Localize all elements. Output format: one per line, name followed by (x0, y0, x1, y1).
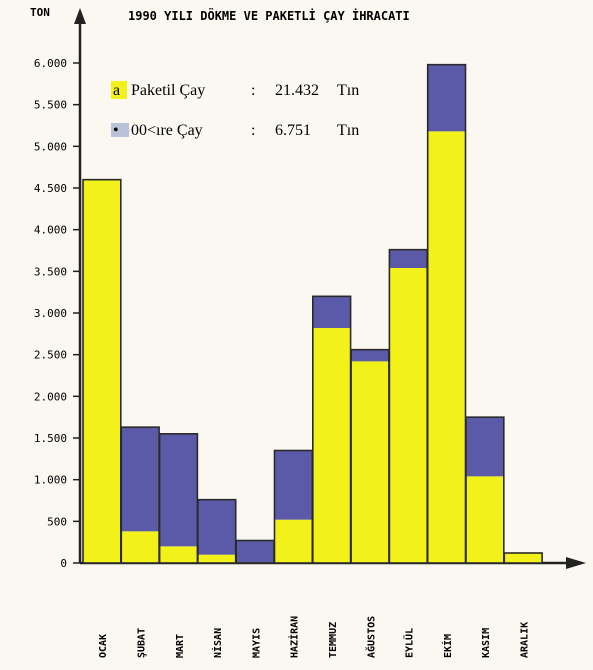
y-ticks: 0 500 1.000 1.500 2.000 2.500 3.000 3.500 4.000 4… (34, 57, 80, 570)
legend-label: 00<ıre Çay (131, 122, 203, 139)
bar-outline (158, 433, 199, 564)
x-category-label: HAZİRAN (287, 616, 301, 658)
bar-segment-paketli (83, 179, 121, 563)
y-tick-label: 0 (60, 557, 67, 570)
y-tick-label: 3.000 (34, 307, 67, 320)
legend-label: Paketil Çay (131, 82, 205, 99)
bar-segment-dokme (236, 540, 274, 563)
bar-segment-dokme (351, 349, 389, 362)
bar-segment-paketli (389, 268, 428, 563)
legend-swatch-dokme (111, 123, 129, 137)
x-category-label: AĞUSTOS (364, 616, 377, 658)
legend-value: 21.432 (275, 82, 319, 99)
y-tick-label: 3.500 (34, 265, 67, 278)
bar-segment-paketli (159, 546, 198, 563)
bar-segment-dokme (197, 499, 236, 555)
y-tick-label: 2.500 (34, 349, 67, 362)
y-axis-label: TON (30, 6, 50, 19)
bar-segment-dokme (466, 417, 504, 477)
legend: a Paketil Çay: 21.432 Tın • 00<ıre Çay: 6.751 T… (111, 81, 359, 139)
bar-segment-paketli (312, 328, 351, 563)
x-category-labels: OCAK ŞUBAT MART NİSAN MAYIS HAZİRAN TEMMUZ AĞUS… (98, 616, 530, 658)
bar-segment-paketli (197, 554, 236, 563)
x-category-label: MART (175, 634, 186, 658)
y-tick-label: 1.000 (34, 474, 67, 487)
legend-unit: Tın (337, 122, 359, 139)
legend-unit: Tın (337, 82, 359, 99)
bar-segment-paketli (274, 519, 313, 563)
chart-title: 1990 YILI DÖKME VE PAKETLİ ÇAY İHRACATI (128, 8, 410, 23)
legend-marker: a (113, 82, 120, 99)
legend-separator: : (251, 122, 255, 139)
bar-segment-paketli (351, 361, 389, 563)
bar-segment-paketli (121, 531, 160, 563)
x-category-label: EKİM (440, 634, 454, 658)
y-tick-label: 6.000 (34, 57, 67, 70)
x-category-label: ARALIK (519, 622, 530, 658)
x-category-label: NİSAN (210, 628, 224, 658)
bar-segment-dokme (427, 64, 466, 132)
bar-segment-dokme (312, 296, 351, 328)
bar-segment-dokme (121, 427, 160, 532)
x-category-label: TEMMUZ (328, 622, 339, 658)
bar-segment-paketli (504, 553, 543, 563)
legend-value: 6.751 (275, 122, 311, 139)
bars (82, 63, 543, 564)
x-category-label: MAYIS (251, 628, 262, 658)
y-tick-label: 5.000 (34, 140, 67, 153)
bar-segment-dokme (274, 450, 313, 520)
x-category-label: OCAK (98, 634, 109, 658)
legend-swatch-paketli (111, 81, 127, 99)
legend-separator: : (251, 82, 255, 99)
y-tick-label: 5.500 (34, 99, 67, 112)
bar-segment-paketli (427, 131, 466, 564)
bar-outline (503, 552, 543, 564)
legend-marker: • (113, 122, 119, 139)
bar-segment-dokme (159, 433, 198, 547)
y-axis-arrow-icon (74, 8, 86, 24)
bar-outline (426, 63, 467, 564)
x-category-label: ŞUBAT (136, 628, 147, 658)
y-tick-label: 4.500 (34, 182, 67, 195)
bar-outline (465, 416, 505, 564)
x-category-label: EYLÜL (402, 628, 416, 658)
y-tick-label: 500 (47, 515, 67, 528)
x-category-label: KASIM (481, 628, 492, 658)
bar-segment-paketli (466, 476, 504, 563)
bar-outline (197, 498, 237, 564)
y-tick-label: 2.000 (34, 390, 67, 403)
y-tick-label: 1.500 (34, 432, 67, 445)
bar-segment-dokme (389, 249, 428, 268)
bar-outline (82, 178, 122, 564)
x-axis-arrow-icon (566, 557, 586, 569)
y-tick-label: 4.000 (34, 224, 67, 237)
